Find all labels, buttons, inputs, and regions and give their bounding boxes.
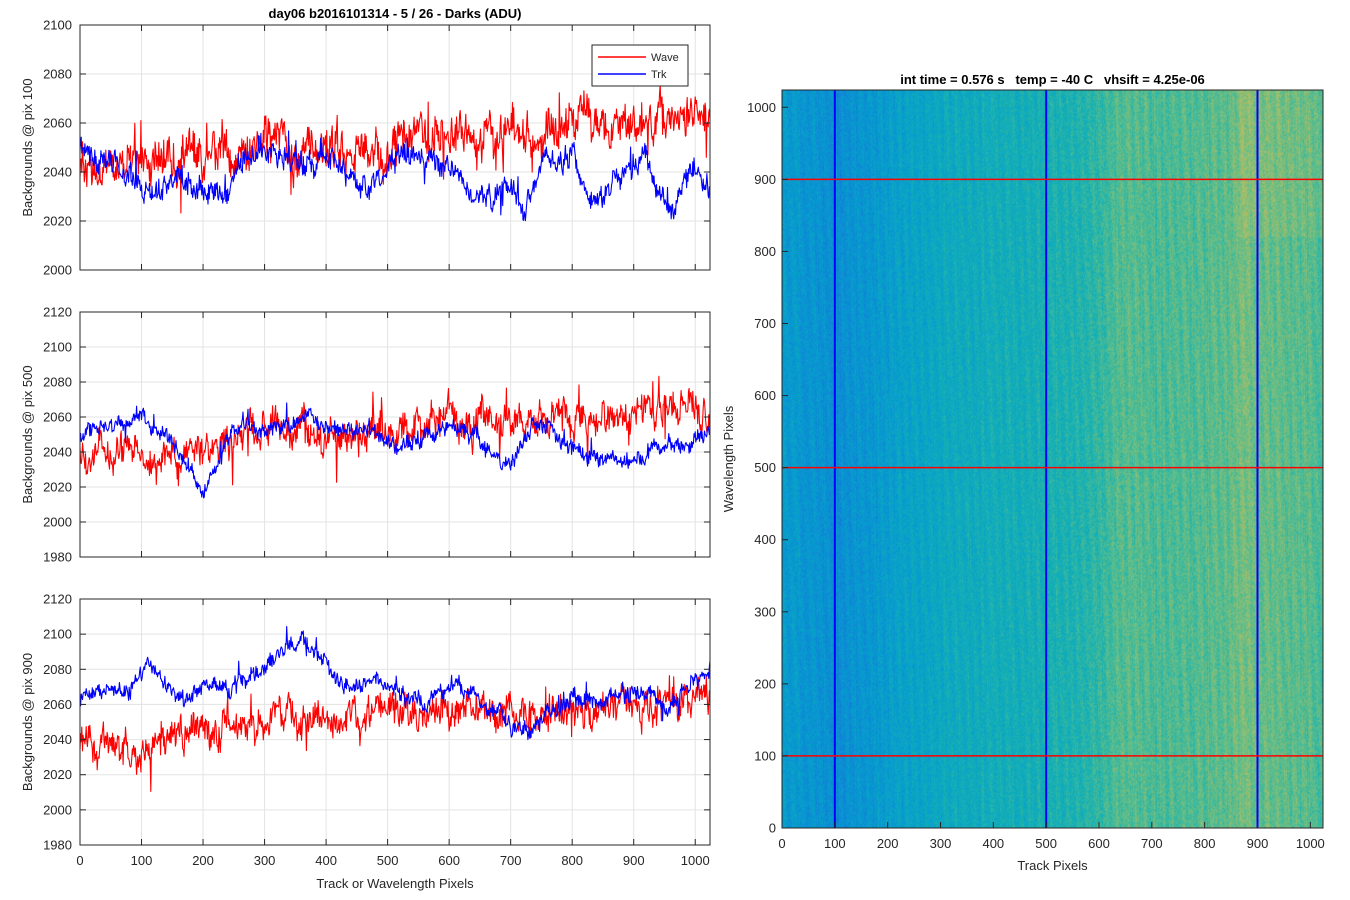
y-tick-label: 2000	[43, 263, 72, 278]
y-tick-label: 1980	[43, 838, 72, 853]
x-tick-label: 800	[561, 853, 583, 868]
y-tick-label: 2000	[43, 802, 72, 817]
x-tick-label: 300	[254, 853, 276, 868]
xlabel-image: Track Pixels	[1017, 858, 1088, 873]
x-tick-label: 0	[76, 853, 83, 868]
y-tick-label: 300	[754, 604, 776, 619]
axes-top: day06 b2016101314 - 5 / 26 - Darks (ADU)…	[20, 6, 711, 278]
y-tick-label: 700	[754, 316, 776, 331]
grid-middle	[79, 311, 710, 558]
y-tick-label: 1980	[43, 550, 72, 565]
series-line-wave	[79, 675, 711, 792]
series-line-trk	[79, 625, 711, 741]
axes-frame-top	[79, 24, 711, 271]
x-tick-label: 700	[500, 853, 522, 868]
xticks-top	[79, 25, 696, 270]
y-tick-label: 500	[754, 460, 776, 475]
y-tick-label: 2040	[43, 165, 72, 180]
x-tick-label: 500	[1035, 836, 1057, 851]
series-line-trk	[79, 402, 711, 499]
y-tick-label: 0	[769, 821, 776, 836]
xticks-bottom: 0 100 200 300 400 500 600 700 800 900 1000	[76, 599, 710, 868]
y-tick-label: 2060	[43, 116, 72, 131]
y-tick-label: 2020	[43, 767, 72, 782]
x-tick-label: 900	[623, 853, 645, 868]
x-tick-label: 100	[131, 853, 153, 868]
axes-middle: 1980 2000 2020 2040 2060 2080 2100 2120 Backgro…	[20, 305, 711, 565]
axes-image: int time = 0.576 s temp = -40 C vhsift =…	[721, 72, 1325, 873]
y-tick-label: 2040	[43, 445, 72, 460]
y-tick-label: 900	[754, 172, 776, 187]
y-tick-label: 2060	[43, 410, 72, 425]
x-tick-label: 400	[315, 853, 337, 868]
series-line-wave	[79, 83, 711, 214]
y-tick-label: 2080	[43, 662, 72, 677]
x-tick-label: 400	[982, 836, 1004, 851]
ylabel-bottom: Backgrounds @ pix 900	[20, 653, 35, 791]
legend-box	[591, 44, 689, 87]
x-tick-label: 800	[1194, 836, 1216, 851]
axes-frame-bottom	[79, 598, 711, 846]
axes-frame-image	[781, 89, 1324, 829]
y-tick-label: 2100	[43, 340, 72, 355]
ylabel-image: Wavelength Pixels	[721, 405, 736, 512]
y-tick-label: 600	[754, 388, 776, 403]
series-bottom	[79, 625, 711, 792]
y-tick-label: 2100	[43, 627, 72, 642]
y-tick-label: 400	[754, 532, 776, 547]
y-tick-label: 1000	[747, 100, 776, 115]
heatmap-overlay-lines	[782, 90, 1323, 828]
x-tick-label: 200	[877, 836, 899, 851]
y-tick-label: 2020	[43, 480, 72, 495]
grid-bottom	[79, 598, 710, 846]
xticks-image: 0 100 200 300 400 500 600 700 800 900 1000	[778, 822, 1325, 851]
x-tick-label: 1000	[681, 853, 710, 868]
image-title: int time = 0.576 s temp = -40 C vhsift =…	[900, 72, 1205, 87]
ylabel-top: Backgrounds @ pix 100	[20, 78, 35, 216]
yticks-bottom: 1980 2000 2020 2040 2060 2080 2100 2120	[43, 592, 710, 853]
y-tick-label: 200	[754, 676, 776, 691]
axes-bottom: 0 100 200 300 400 500 600 700 800 900 1000 1980 200…	[20, 592, 711, 891]
y-tick-label: 2080	[43, 67, 72, 82]
x-tick-label: 600	[438, 853, 460, 868]
yticks-top: 2000 2020 2040 2060 2080 2100	[43, 18, 710, 278]
ylabel-middle: Backgrounds @ pix 500	[20, 365, 35, 503]
y-tick-label: 2060	[43, 697, 72, 712]
xlabel-bottom: Track or Wavelength Pixels	[316, 876, 474, 891]
y-tick-label: 2020	[43, 214, 72, 229]
legend-label-wave: Wave	[651, 52, 679, 64]
y-tick-label: 2040	[43, 732, 72, 747]
series-line-trk	[79, 130, 711, 222]
y-tick-label: 2000	[43, 515, 72, 530]
x-tick-label: 300	[930, 836, 952, 851]
y-tick-label: 2100	[43, 18, 72, 33]
legend-label-trk: Trk	[651, 69, 667, 81]
yticks-image: 0 100 200 300 400 500 600 700 800 900 1000	[747, 100, 788, 836]
x-tick-label: 900	[1247, 836, 1269, 851]
xticks-middle	[79, 312, 696, 557]
y-tick-label: 100	[754, 748, 776, 763]
x-tick-label: 200	[192, 853, 214, 868]
x-tick-label: 1000	[1296, 836, 1325, 851]
x-tick-label: 500	[377, 853, 399, 868]
y-tick-label: 2120	[43, 305, 72, 320]
series-line-wave	[79, 375, 711, 487]
x-tick-label: 0	[778, 836, 785, 851]
legend: Wave Trk	[591, 44, 689, 87]
figure-title: day06 b2016101314 - 5 / 26 - Darks (ADU)	[269, 6, 522, 21]
axes-frame-middle	[79, 311, 711, 558]
y-tick-label: 2120	[43, 592, 72, 607]
series-top	[79, 83, 711, 222]
y-tick-label: 2080	[43, 375, 72, 390]
heatmap-image	[782, 90, 1323, 828]
x-tick-label: 700	[1141, 836, 1163, 851]
series-middle	[79, 375, 711, 499]
x-tick-label: 100	[824, 836, 846, 851]
yticks-middle: 1980 2000 2020 2040 2060 2080 2100 2120	[43, 305, 710, 565]
x-tick-label: 600	[1088, 836, 1110, 851]
y-tick-label: 800	[754, 244, 776, 259]
